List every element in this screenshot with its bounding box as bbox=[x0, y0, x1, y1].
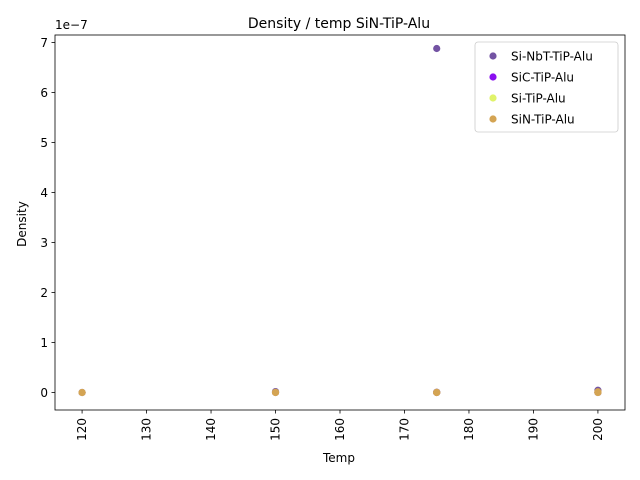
y-tick-label: 1 bbox=[40, 336, 48, 350]
legend-box bbox=[474, 41, 619, 133]
x-tick-label: 150 bbox=[269, 418, 283, 441]
legend: Si-NbT-TiP-Alu SiC-TiP-Alu Si-TiP-Alu SiN-T… bbox=[474, 41, 619, 133]
data-point-0-2 bbox=[433, 44, 441, 53]
x-tick-label: 190 bbox=[526, 418, 540, 441]
legend-marker bbox=[489, 94, 497, 102]
x-tick-label: 130 bbox=[140, 418, 154, 441]
legend-marker bbox=[489, 52, 497, 60]
x-axis-label: Temp bbox=[322, 451, 355, 465]
y-offset-label: 1e−7 bbox=[55, 18, 88, 32]
chart-title: Density / temp SiN-TiP-Alu bbox=[248, 16, 430, 32]
y-tick-label: 2 bbox=[40, 286, 48, 300]
x-tick-label: 120 bbox=[75, 418, 89, 441]
legend-entry: Si-TiP-Alu bbox=[511, 92, 566, 106]
x-tick-label: 140 bbox=[204, 418, 218, 441]
legend-marker bbox=[489, 73, 497, 81]
y-axis-label: Density bbox=[15, 201, 29, 247]
legend-entry: SiC-TiP-Alu bbox=[511, 71, 574, 85]
legend-marker bbox=[489, 115, 497, 123]
x-tick-label: 160 bbox=[333, 418, 347, 441]
x-tick-label: 200 bbox=[591, 418, 605, 441]
y-tick-label: 7 bbox=[40, 36, 48, 50]
legend-entry: Si-NbT-TiP-Alu bbox=[511, 50, 593, 64]
data-point-3-4 bbox=[433, 388, 441, 397]
data-point-3-7 bbox=[594, 388, 602, 397]
data-point-3-2 bbox=[271, 388, 280, 397]
data-point-3-0 bbox=[78, 388, 86, 397]
y-axis: 0 1 2 3 4 5 6 7 bbox=[40, 36, 55, 400]
x-axis: 120 130 140 150 160 170 180 190 200 bbox=[75, 410, 605, 441]
y-tick-label: 4 bbox=[40, 186, 48, 200]
legend-entry: SiN-TiP-Alu bbox=[511, 113, 575, 127]
y-tick-label: 6 bbox=[40, 86, 48, 100]
y-tick-label: 0 bbox=[40, 386, 48, 400]
y-tick-label: 3 bbox=[40, 236, 48, 250]
x-tick-label: 170 bbox=[397, 418, 411, 441]
y-tick-label: 5 bbox=[40, 136, 48, 150]
x-tick-label: 180 bbox=[462, 418, 476, 441]
